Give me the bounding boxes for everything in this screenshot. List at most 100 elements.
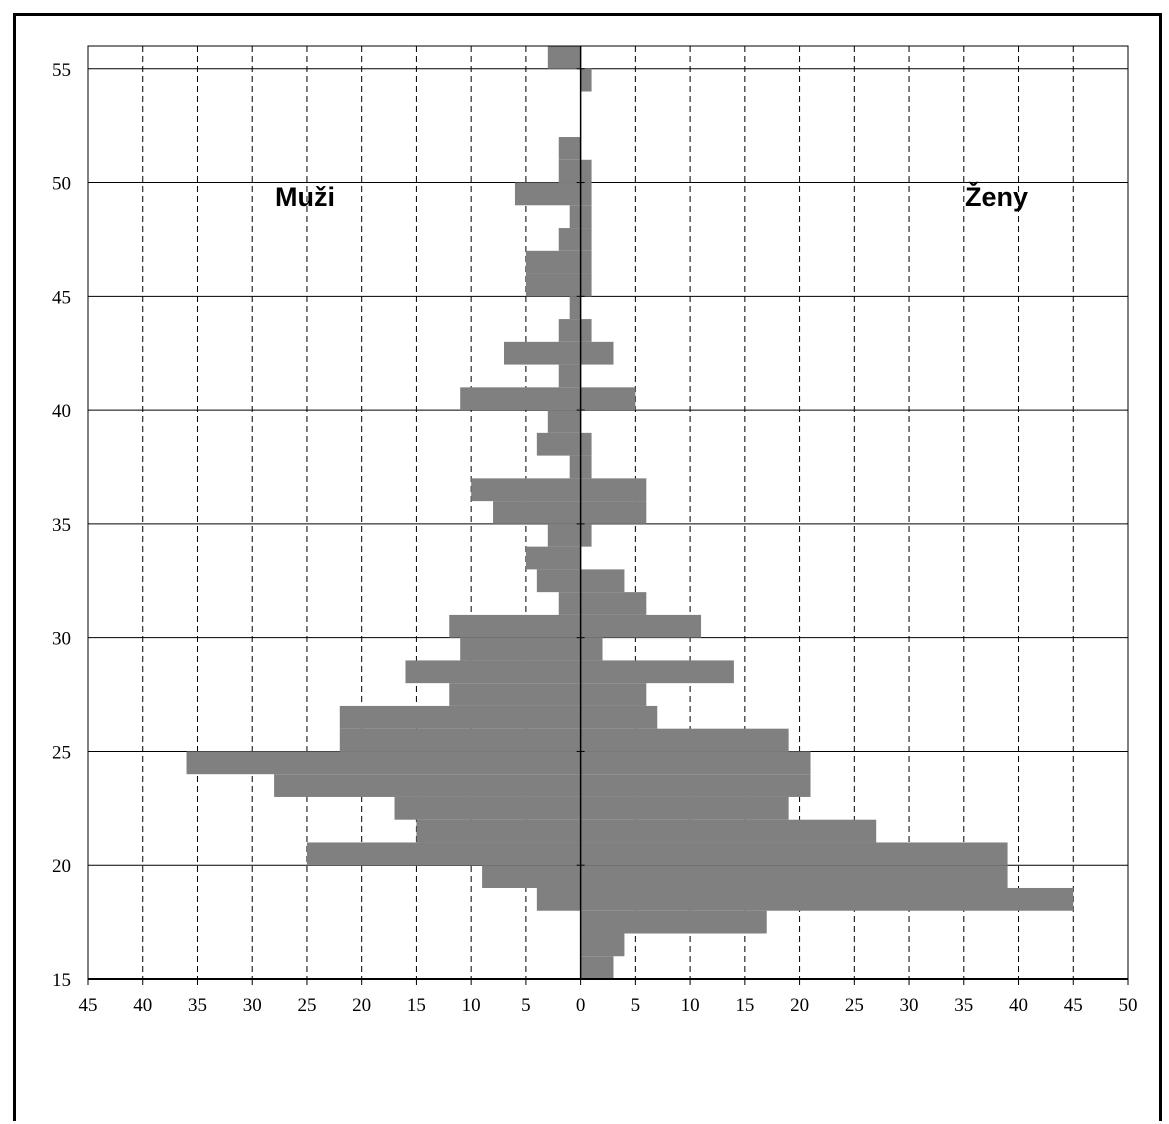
x-tick-label: 10 <box>462 995 481 1016</box>
bar-men <box>405 660 581 684</box>
bar-men <box>558 228 581 251</box>
bar-men <box>514 182 581 206</box>
x-tick-label: 50 <box>1119 995 1138 1016</box>
bar-women <box>580 228 592 251</box>
y-tick-label: 15 <box>52 970 71 991</box>
x-tick-label: 30 <box>243 995 262 1016</box>
bar-women <box>580 819 877 843</box>
bar-women <box>580 933 625 957</box>
bar-women <box>580 523 592 547</box>
bar-women <box>580 842 1008 866</box>
bar-men <box>525 250 581 274</box>
bar-men <box>394 796 581 820</box>
bar-men <box>547 410 581 433</box>
tick-labels: 45 40 35 30 25 20 15 10 5 0 5 10 15 20 25 30 35 40 45 50152… <box>52 60 1138 1016</box>
bar-women <box>580 956 614 979</box>
y-tick-label: 55 <box>52 60 71 81</box>
series-label-men: Muži <box>275 182 335 212</box>
bar-men <box>558 137 581 160</box>
bar-women <box>580 341 614 365</box>
x-tick-label: 35 <box>188 995 207 1016</box>
bar-men <box>569 296 581 320</box>
bar-men <box>558 364 581 388</box>
x-tick-label: 0 <box>576 995 586 1016</box>
bar-men <box>558 159 581 183</box>
bar-women <box>580 387 636 411</box>
x-tick-label: 40 <box>133 995 152 1016</box>
bar-men <box>460 637 581 661</box>
x-tick-label: 45 <box>1064 995 1083 1016</box>
bar-men <box>547 46 581 69</box>
bar-women <box>580 683 647 706</box>
bar-men <box>416 819 581 843</box>
bar-women <box>580 455 592 479</box>
bar-women <box>580 159 592 183</box>
x-tick-label: 35 <box>954 995 973 1016</box>
bar-men <box>558 319 581 342</box>
bar-women <box>580 705 658 729</box>
bar-women <box>580 796 789 820</box>
y-tick-label: 30 <box>52 629 71 650</box>
bar-men <box>339 728 581 752</box>
bar-men <box>339 705 581 729</box>
bar-men <box>558 592 581 615</box>
y-tick-label: 35 <box>52 515 71 536</box>
x-tick-label: 25 <box>845 995 864 1016</box>
bar-women <box>580 432 592 456</box>
bar-men <box>186 751 581 775</box>
bar-men <box>536 432 581 456</box>
x-tick-label: 10 <box>681 995 700 1016</box>
chart-frame <box>13 13 1162 1121</box>
bar-women <box>580 478 647 502</box>
x-tick-label: 20 <box>790 995 809 1016</box>
x-tick-label: 20 <box>352 995 371 1016</box>
bar-women <box>580 205 592 229</box>
bar-women <box>580 660 734 684</box>
bar-women <box>580 728 789 752</box>
bar-men <box>306 842 581 866</box>
bar-men <box>547 523 581 547</box>
bar-men <box>449 683 581 706</box>
bar-men <box>536 569 581 593</box>
bar-women <box>580 614 702 638</box>
y-tick-label: 40 <box>52 401 71 422</box>
bar-men <box>569 205 581 229</box>
x-tick-label: 45 <box>79 995 98 1016</box>
bar-men <box>525 273 581 297</box>
bar-women <box>580 569 625 593</box>
bar-women <box>580 774 811 797</box>
bar-men <box>274 774 581 797</box>
x-tick-label: 15 <box>735 995 754 1016</box>
bar-women <box>580 182 592 206</box>
y-tick-label: 20 <box>52 856 71 877</box>
bar-women <box>580 865 1008 888</box>
bar-women <box>580 273 592 297</box>
bar-women <box>580 751 811 775</box>
bar-men <box>525 546 581 570</box>
bar-men <box>504 341 581 365</box>
series-label-women: Ženy <box>965 181 1028 212</box>
x-tick-label: 15 <box>407 995 426 1016</box>
bar-men <box>493 501 581 524</box>
bar-men <box>569 455 581 479</box>
bar-men <box>471 478 581 502</box>
bar-women <box>580 319 592 342</box>
bar-women <box>580 887 1074 911</box>
bar-women <box>580 592 647 615</box>
x-tick-label: 40 <box>1009 995 1028 1016</box>
bar-men <box>482 865 581 888</box>
bar-men <box>536 887 581 911</box>
bar-men <box>460 387 581 411</box>
bar-women <box>580 910 767 934</box>
y-tick-label: 25 <box>52 742 71 763</box>
x-tick-label: 25 <box>297 995 316 1016</box>
bar-men <box>449 614 581 638</box>
y-tick-label: 45 <box>52 287 71 308</box>
bar-women <box>580 637 603 661</box>
bars <box>186 46 1074 979</box>
axes <box>87 45 1129 985</box>
bar-women <box>580 501 647 524</box>
x-tick-label: 30 <box>900 995 919 1016</box>
y-tick-label: 50 <box>52 174 71 195</box>
